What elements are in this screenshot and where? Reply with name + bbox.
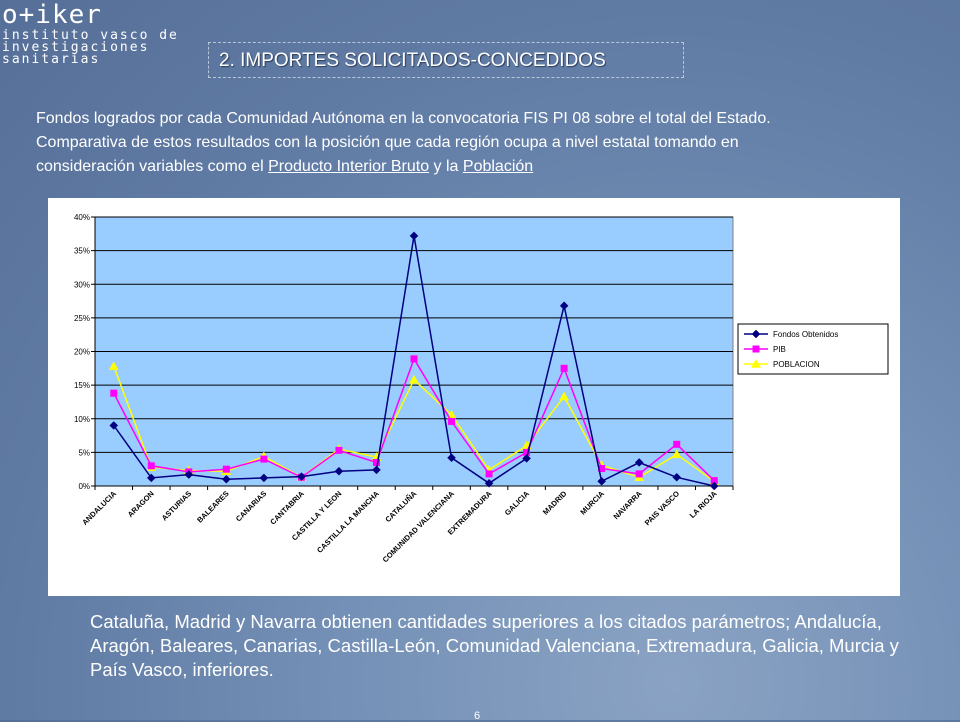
data-point xyxy=(409,231,419,241)
y-tick-label: 30% xyxy=(74,280,90,289)
data-point xyxy=(297,472,306,481)
data-point xyxy=(485,470,493,478)
x-tick-label: ANDALUCIA xyxy=(80,489,118,527)
logo-line-2: investigaciones xyxy=(2,40,150,55)
data-point xyxy=(597,476,607,486)
x-tick-label: LA RIOJA xyxy=(688,489,719,520)
intro-line-3: consideración variables como el Producto… xyxy=(36,155,926,179)
x-tick-label: CANARIAS xyxy=(234,489,268,523)
data-point xyxy=(109,421,119,430)
data-point xyxy=(259,473,269,483)
y-tick-label: 20% xyxy=(74,348,90,357)
legend-entry: PIB xyxy=(773,345,786,354)
page-number: 6 xyxy=(474,710,481,722)
intro-line-2: Comparativa de estos resultados con la p… xyxy=(36,134,739,151)
logo-name: o+iker xyxy=(2,0,102,30)
data-point xyxy=(598,465,606,473)
x-tick-label: CANTABRIA xyxy=(268,489,306,527)
legend-entry: POBLACION xyxy=(773,360,820,369)
data-point xyxy=(673,440,681,448)
data-point xyxy=(372,465,381,475)
data-point xyxy=(372,458,380,466)
x-tick-label: ASTURIAS xyxy=(160,489,193,522)
x-tick-label: COMUNIDAD VALENCIANA xyxy=(381,489,457,565)
data-point xyxy=(147,462,155,470)
y-tick-label: 10% xyxy=(74,415,90,424)
data-point xyxy=(671,449,682,459)
chart-panel: 0% 5% 10% 15% 20% 25% 30% 35% 40% ANDALUCIA ARAGON… xyxy=(48,198,900,596)
slide-title-box: 2. IMPORTES SOLICITADOS-CONCEDIDOS xyxy=(208,42,684,78)
x-tick-label: MURCIA xyxy=(578,489,606,517)
legend-marker xyxy=(751,329,761,339)
data-point xyxy=(221,474,231,484)
data-point xyxy=(672,472,682,482)
data-point xyxy=(710,477,718,485)
x-tick-label: PAIS VASCO xyxy=(643,489,681,527)
data-point xyxy=(484,478,494,488)
x-tick-label: ARAGON xyxy=(126,489,156,519)
data-point xyxy=(410,355,418,363)
data-point xyxy=(260,455,268,463)
data-point xyxy=(523,448,531,456)
x-tick-label: NAVARRA xyxy=(611,489,644,522)
data-point xyxy=(634,458,644,467)
data-point xyxy=(108,361,119,371)
data-point xyxy=(409,374,419,384)
data-point xyxy=(448,417,456,425)
data-point xyxy=(635,470,643,478)
logo-line-1: instituto vasco de xyxy=(2,28,179,43)
y-tick-label: 0% xyxy=(78,482,90,491)
line-chart: 0% 5% 10% 15% 20% 25% 30% 35% 40% ANDALUCIA ARAGON… xyxy=(74,213,889,565)
legend-entry: Fondos Obtenidos xyxy=(773,330,838,339)
data-point xyxy=(334,466,344,476)
data-point xyxy=(522,454,531,463)
x-tick-label: GALICIA xyxy=(503,489,532,518)
data-point xyxy=(709,481,719,491)
y-tick-label: 35% xyxy=(74,247,90,256)
data-point xyxy=(560,364,568,372)
link-poblacion[interactable]: Población xyxy=(462,158,534,175)
summary-text: Cataluña, Madrid y Navarra obtienen cant… xyxy=(90,611,899,680)
intro-text: Fondos logrados por cada Comunidad Autón… xyxy=(36,107,926,179)
data-point xyxy=(222,465,230,473)
logo: o+iker instituto vasco de investigacione… xyxy=(2,0,179,66)
intro-line-3-start: consideración variables como el xyxy=(36,158,269,175)
y-tick-label: 15% xyxy=(74,381,90,390)
intro-line-1: Fondos logrados por cada Comunidad Autón… xyxy=(36,110,771,127)
data-point xyxy=(447,453,456,463)
logo-line-3: sanitarias xyxy=(2,52,101,67)
x-tick-label: BALEARES xyxy=(195,489,231,525)
data-point xyxy=(559,391,570,401)
y-tick-label: 5% xyxy=(78,448,90,457)
y-tick-label: 40% xyxy=(74,213,90,222)
x-tick-label: MADRID xyxy=(541,489,569,517)
legend-marker xyxy=(751,358,761,368)
data-point xyxy=(559,301,569,311)
slide-title: 2. IMPORTES SOLICITADOS-CONCEDIDOS xyxy=(219,50,606,71)
x-tick-label: CASTILLA LA MANCHA xyxy=(315,489,381,555)
data-point xyxy=(184,470,194,479)
y-tick-label: 25% xyxy=(74,314,90,323)
x-tick-label: CATALUÑA xyxy=(383,489,418,524)
intro-line-3-mid: y la xyxy=(429,158,463,175)
data-point xyxy=(335,446,343,454)
data-point xyxy=(110,389,118,397)
data-point xyxy=(146,473,156,483)
link-producto-interior-bruto[interactable]: Producto Interior Bruto xyxy=(268,158,430,175)
legend-marker xyxy=(752,345,760,353)
